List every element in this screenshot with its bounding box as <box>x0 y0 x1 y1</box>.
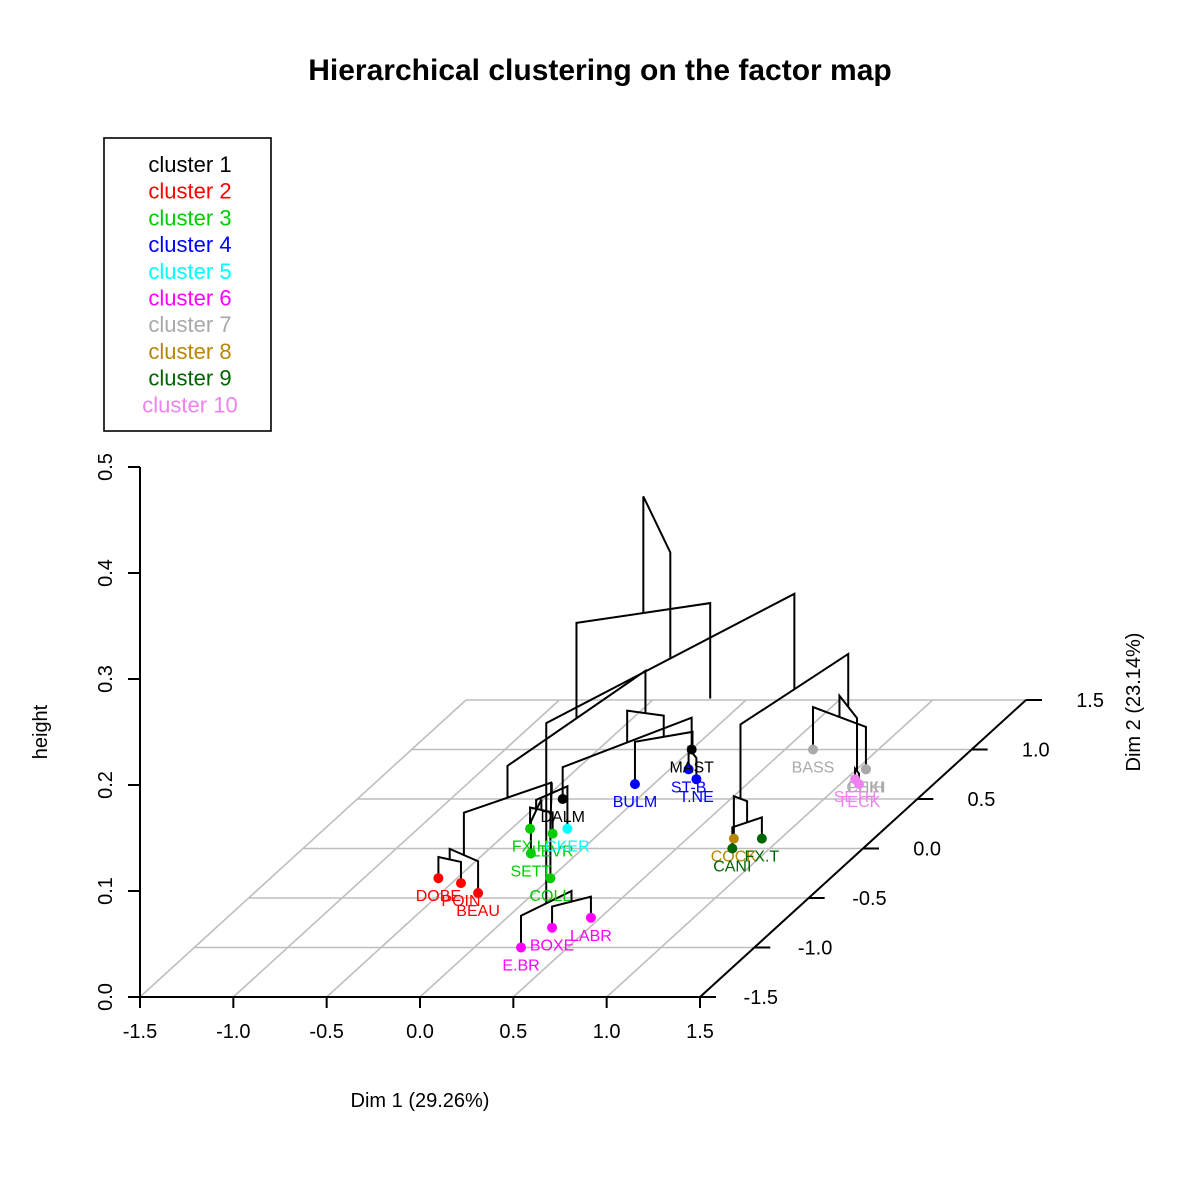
z-tick-label: 0.4 <box>95 559 117 587</box>
legend-entry: cluster 10 <box>142 392 237 417</box>
y-tick-label: -1.5 <box>744 987 778 1009</box>
dendrogram-link <box>732 794 749 839</box>
data-point <box>683 764 694 775</box>
point-label: COCK <box>711 849 758 866</box>
x-tick-label: 1.5 <box>686 1021 714 1043</box>
point-label: BOXE <box>530 938 574 955</box>
x-tick-label: 0.5 <box>499 1021 527 1043</box>
point-label: DOBE <box>416 888 461 905</box>
x-tick-label: 1.0 <box>593 1021 621 1043</box>
z-tick-label: 0.2 <box>95 771 117 799</box>
point-label: BASS <box>792 760 835 777</box>
point-label: SETH <box>834 789 877 806</box>
legend-entry: cluster 8 <box>148 339 231 364</box>
point-label: BULM <box>613 794 657 811</box>
y-tick-label: -0.5 <box>852 888 886 910</box>
data-point <box>727 843 738 854</box>
y-tick-label: 1.0 <box>1022 740 1050 762</box>
dendrogram <box>437 495 867 948</box>
point-label: T.NE <box>679 789 714 806</box>
data-points: DOBEPOINBEAUSETTFX.HLEVRCOLLBULMST-BT.NE… <box>416 744 885 975</box>
z-tick-label: 0.3 <box>95 665 117 693</box>
y-tick-label: -1.0 <box>798 938 832 960</box>
x-tick-label: -1.0 <box>216 1021 250 1043</box>
data-point <box>525 823 536 834</box>
legend-entry: cluster 2 <box>148 179 231 204</box>
legend-entry: cluster 9 <box>148 366 231 391</box>
x-axis-label: Dim 1 (29.26%) <box>351 1090 490 1112</box>
point-label: MAST <box>669 760 714 777</box>
point-label: FX.T <box>745 849 780 866</box>
legend-entry: cluster 4 <box>148 232 231 257</box>
x-tick-label: -0.5 <box>309 1021 343 1043</box>
point-label: LABR <box>570 928 612 945</box>
dendrogram-link <box>575 601 712 719</box>
y-axis-label: Dim 2 (23.14%) <box>1123 633 1145 772</box>
point-label: CANI <box>713 859 751 876</box>
point-label: BEAU <box>456 903 500 920</box>
data-point <box>433 873 444 884</box>
dendrogram-link <box>642 495 672 659</box>
point-label: CKER <box>545 839 589 856</box>
data-point <box>545 873 556 884</box>
legend-entry: cluster 3 <box>148 205 231 230</box>
point-label: TECK <box>838 794 881 811</box>
data-point <box>562 823 573 834</box>
point-label: SETT <box>510 863 551 880</box>
point-label: POIN <box>441 893 480 910</box>
data-point <box>860 764 871 775</box>
legend-entry: cluster 1 <box>148 152 231 177</box>
data-point <box>547 922 558 933</box>
data-point <box>516 942 526 953</box>
data-point <box>728 833 739 844</box>
y-tick-label: 0.5 <box>968 789 996 811</box>
data-point <box>691 774 702 785</box>
data-point <box>585 912 596 923</box>
dendrogram-link <box>838 692 859 772</box>
point-label: LEVR <box>532 844 574 861</box>
data-point <box>473 888 484 899</box>
point-label: COLL <box>530 888 572 905</box>
z-tick-label: 0.5 <box>95 453 117 481</box>
data-point <box>547 828 558 839</box>
data-point <box>525 848 536 859</box>
data-point <box>686 744 697 755</box>
data-point <box>756 833 767 844</box>
point-label: FX.H <box>512 839 548 856</box>
x-tick-label: 0.0 <box>406 1021 434 1043</box>
legend-entry: cluster 7 <box>148 312 231 337</box>
z-axis-label: height <box>30 704 52 759</box>
data-point <box>629 779 640 790</box>
legend-entry: cluster 6 <box>148 286 231 311</box>
z-tick-label: 0.0 <box>95 983 117 1011</box>
axes: -1.5 -1.0 -0.5 0.0 0.5 1.0 1.5 -1.5 -1.0 -0.5 0.0 0… <box>95 453 1104 1043</box>
chart-title: Hierarchical clustering on the factor ma… <box>308 54 892 87</box>
legend-entry: cluster 5 <box>148 259 231 284</box>
z-tick-label: 0.1 <box>95 877 117 905</box>
data-point <box>850 774 861 785</box>
data-point <box>455 878 466 889</box>
data-point <box>557 794 568 804</box>
y-tick-label: 0.0 <box>913 839 941 861</box>
point-label: DALM <box>540 809 584 826</box>
point-label: E.BR <box>502 958 539 975</box>
y-tick-label: 1.5 <box>1076 690 1104 712</box>
legend-box <box>103 137 272 432</box>
data-point <box>808 744 818 755</box>
x-tick-label: -1.5 <box>123 1021 157 1043</box>
